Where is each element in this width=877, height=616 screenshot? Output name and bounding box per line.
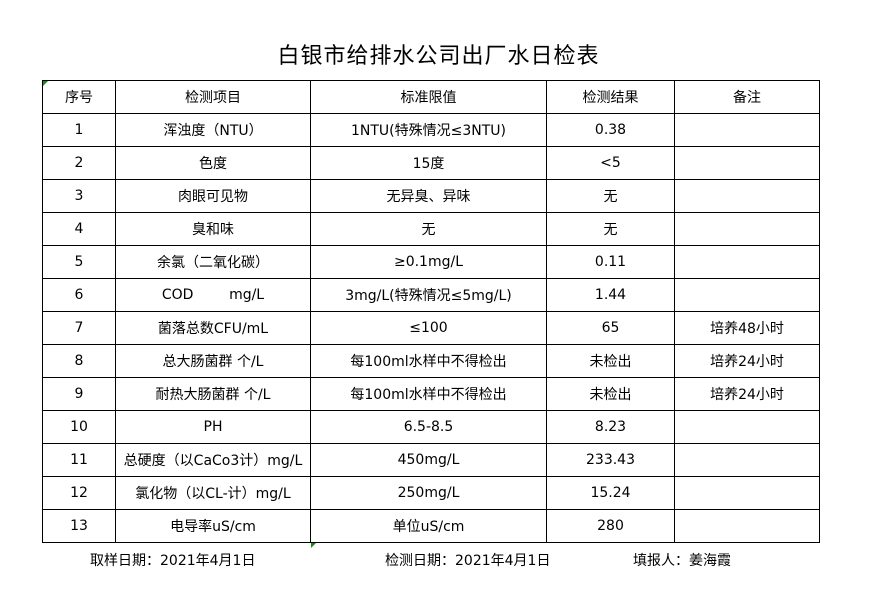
table-cell: 15度: [310, 146, 547, 180]
table-cell: 培养48小时: [674, 311, 820, 345]
table-cell: 11: [42, 443, 116, 477]
table-cell: 65: [546, 311, 675, 345]
table-cell: <5: [546, 146, 675, 180]
table-row: 9 耐热大肠菌群 个/L 每100ml水样中不得检出 未检出 培养24小时: [42, 377, 820, 411]
table-cell: 3: [42, 179, 116, 213]
table-cell: 培养24小时: [674, 377, 820, 411]
table-cell: 0.11: [546, 245, 675, 279]
table-cell: 13: [42, 509, 116, 543]
table-row: 3 肉眼可见物 无异臭、异味无: [42, 179, 820, 213]
sampling-date: 取样日期：2021年4月1日: [90, 553, 256, 569]
table-cell: 未检出: [546, 377, 675, 411]
table-row: 10 PH 6.5-8.5 8.23: [42, 410, 820, 444]
table-cell: 浑浊度（NTU）: [115, 113, 311, 147]
table-cell: [674, 245, 820, 279]
table-cell: 233.43: [546, 443, 675, 477]
table-cell: COD mg/L: [115, 278, 311, 312]
table-cell: 2: [42, 146, 116, 180]
table-cell: 无: [546, 179, 675, 213]
table-cell: [674, 410, 820, 444]
table-cell: 每100ml水样中不得检出: [310, 377, 547, 411]
table-cell: [674, 113, 820, 147]
table-cell: [674, 179, 820, 213]
table-cell: 无: [546, 212, 675, 246]
column-header: 备注: [674, 80, 820, 114]
table-cell: 450mg/L: [310, 443, 547, 477]
table-cell: PH: [115, 410, 311, 444]
table-cell: 无: [310, 212, 547, 246]
table-cell: [674, 476, 820, 510]
inspection-table: 序号 检测项目 标准限值 检测结果 备注 1 浑浊度（NTU） 1NTU(特殊情况≤3NTU…: [42, 80, 820, 543]
table-cell: [674, 212, 820, 246]
table-row: 2 色度 15度 <5: [42, 146, 820, 180]
table-cell: ≤100: [310, 311, 547, 345]
table-row: 1 浑浊度（NTU） 1NTU(特殊情况≤3NTU) 0.38: [42, 113, 820, 147]
cell-marker-icon: [311, 542, 317, 548]
table-cell: 5: [42, 245, 116, 279]
table-cell: 0.38: [546, 113, 675, 147]
table-cell: 氯化物（以CL-计）mg/L: [115, 476, 311, 510]
table-cell: 6: [42, 278, 116, 312]
table-row: 7 菌落总数CFU/mL ≤100 65 培养48小时: [42, 311, 820, 345]
table-cell: 单位uS/cm: [310, 509, 547, 543]
table-row: 6 COD mg/L 3mg/L(特殊情况≤5mg/L) 1.44: [42, 278, 820, 312]
table-cell: 总硬度（以CaCo3计）mg/L: [115, 443, 311, 477]
table-cell: 3mg/L(特殊情况≤5mg/L): [310, 278, 547, 312]
column-header: 检测结果: [546, 80, 675, 114]
table-cell: 电导率uS/cm: [115, 509, 311, 543]
table-cell: [674, 278, 820, 312]
table-cell: [674, 443, 820, 477]
table-cell: ≥0.1mg/L: [310, 245, 547, 279]
table-cell: 4: [42, 212, 116, 246]
table-cell: 1: [42, 113, 116, 147]
page-title: 白银市给排水公司出厂水日检表: [277, 44, 600, 69]
table-cell: 12: [42, 476, 116, 510]
table-cell: 耐热大肠菌群 个/L: [115, 377, 311, 411]
table-cell: 1.44: [546, 278, 675, 312]
table-cell: [674, 146, 820, 180]
table-cell: 总大肠菌群 个/L: [115, 344, 311, 378]
table-cell: 6.5-8.5: [310, 410, 547, 444]
table-row: 8 总大肠菌群 个/L 每100ml水样中不得检出 未检出 培养24小时: [42, 344, 820, 378]
table-cell: 每100ml水样中不得检出: [310, 344, 547, 378]
table-cell: 余氯（二氧化碳）: [115, 245, 311, 279]
table-row: 12 氯化物（以CL-计）mg/L 250mg/L 15.24: [42, 476, 820, 510]
column-header: 序号: [42, 80, 116, 114]
reporter: 填报人：姜海霞: [633, 553, 731, 569]
table-cell: 8.23: [546, 410, 675, 444]
header-row: 序号 检测项目 标准限值 检测结果 备注: [42, 80, 820, 114]
table-cell: 培养24小时: [674, 344, 820, 378]
table-row: 4 臭和味无无: [42, 212, 820, 246]
table-cell: 15.24: [546, 476, 675, 510]
test-date: 检测日期：2021年4月1日: [385, 553, 551, 569]
table-cell: 色度: [115, 146, 311, 180]
table-row: 11 总硬度（以CaCo3计）mg/L 450mg/L 233.43: [42, 443, 820, 477]
column-header: 标准限值: [310, 80, 547, 114]
table-cell: 7: [42, 311, 116, 345]
table-row: 5 余氯（二氧化碳） ≥0.1mg/L 0.11: [42, 245, 820, 279]
table-row: 13 电导率uS/cm 单位uS/cm 280: [42, 509, 820, 543]
column-header: 检测项目: [115, 80, 311, 114]
table-cell: 280: [546, 509, 675, 543]
table-cell: 无异臭、异味: [310, 179, 547, 213]
table-cell: 未检出: [546, 344, 675, 378]
table-cell: 菌落总数CFU/mL: [115, 311, 311, 345]
table-cell: 10: [42, 410, 116, 444]
table-cell: 250mg/L: [310, 476, 547, 510]
table-cell: 臭和味: [115, 212, 311, 246]
table-cell: [674, 509, 820, 543]
table-cell: 8: [42, 344, 116, 378]
table-cell: 1NTU(特殊情况≤3NTU): [310, 113, 547, 147]
table-cell: 9: [42, 377, 116, 411]
table-cell: 肉眼可见物: [115, 179, 311, 213]
